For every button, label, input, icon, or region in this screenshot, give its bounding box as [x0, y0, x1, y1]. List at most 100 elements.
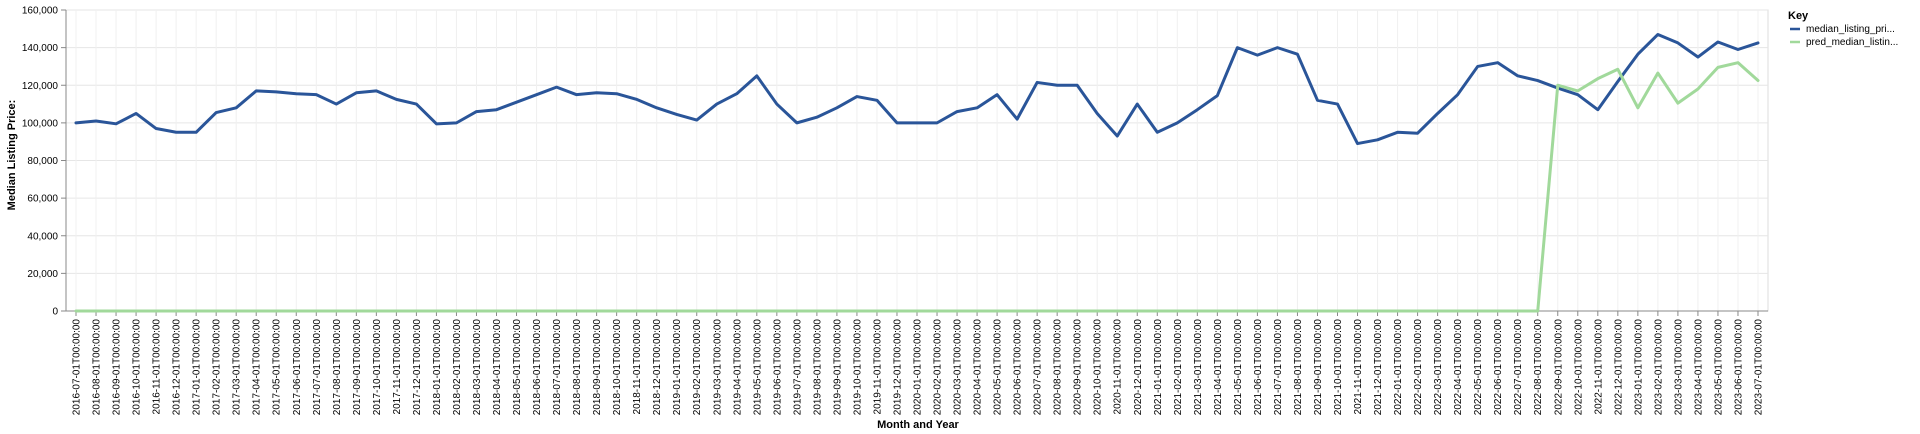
- x-tick-label: 2016-11-01T00:00:00: [152, 319, 163, 415]
- x-tick-label: 2019-12-01T00:00:00: [892, 319, 903, 416]
- x-tick-label: 2018-03-01T00:00:00: [472, 319, 483, 416]
- x-tick-label: 2020-06-01T00:00:00: [1013, 319, 1024, 416]
- x-tick-label: 2021-01-01T00:00:00: [1153, 319, 1164, 416]
- x-tick-label: 2016-09-01T00:00:00: [112, 319, 123, 416]
- x-tick-label: 2017-07-01T00:00:00: [312, 319, 323, 416]
- x-tick-label: 2018-07-01T00:00:00: [552, 319, 563, 416]
- x-tick-label: 2018-06-01T00:00:00: [532, 319, 543, 416]
- x-tick-label: 2018-08-01T00:00:00: [572, 319, 583, 416]
- x-tick-label: 2021-08-01T00:00:00: [1293, 319, 1304, 416]
- x-tick-label: 2023-06-01T00:00:00: [1733, 319, 1744, 416]
- x-tick-label: 2022-03-01T00:00:00: [1433, 319, 1444, 416]
- x-tick-label: 2021-11-01T00:00:00: [1353, 319, 1364, 415]
- x-tick-label: 2021-07-01T00:00:00: [1273, 319, 1284, 416]
- x-tick-label: 2022-07-01T00:00:00: [1513, 319, 1524, 416]
- y-tick-label: 120,000: [22, 81, 59, 92]
- x-tick-label: 2022-08-01T00:00:00: [1533, 319, 1544, 416]
- x-tick-label: 2019-10-01T00:00:00: [852, 319, 863, 416]
- y-axis: 0 20,000 40,000 60,000 80,000 100,000 120,000 1…: [22, 6, 67, 318]
- x-tick-label: 2019-01-01T00:00:00: [672, 319, 683, 416]
- x-tick-label: 2021-04-01T00:00:00: [1213, 319, 1224, 416]
- x-tick-label: 2016-12-01T00:00:00: [172, 319, 183, 416]
- x-tick-label: 2022-09-01T00:00:00: [1553, 319, 1564, 416]
- y-axis-title: Median Listing Price:: [6, 100, 18, 211]
- x-tick-label: 2023-01-01T00:00:00: [1633, 319, 1644, 416]
- x-tick-label: 2017-06-01T00:00:00: [292, 319, 303, 416]
- x-tick-label: 2017-02-01T00:00:00: [212, 319, 223, 416]
- x-tick-label: 2020-11-01T00:00:00: [1113, 319, 1124, 415]
- x-tick-label: 2019-02-01T00:00:00: [692, 319, 703, 416]
- x-tick-label: 2017-11-01T00:00:00: [392, 319, 403, 415]
- gridlines: [65, 9, 1769, 312]
- x-tick-label: 2020-03-01T00:00:00: [953, 319, 964, 416]
- x-tick-label: 2019-04-01T00:00:00: [732, 319, 743, 416]
- x-tick-label: 2019-11-01T00:00:00: [872, 319, 883, 415]
- x-tick-label: 2016-10-01T00:00:00: [132, 319, 143, 416]
- x-tick-label: 2021-12-01T00:00:00: [1373, 319, 1384, 416]
- x-tick-label: 2023-02-01T00:00:00: [1653, 319, 1664, 416]
- x-tick-label: 2018-01-01T00:00:00: [432, 319, 443, 416]
- x-tick-label: 2016-08-01T00:00:00: [92, 319, 103, 416]
- x-tick-label: 2020-04-01T00:00:00: [973, 319, 984, 416]
- y-tick-label: 60,000: [27, 194, 58, 205]
- legend-label: median_listing_pri...: [1806, 24, 1895, 35]
- x-tick-label: 2017-05-01T00:00:00: [272, 319, 283, 416]
- x-tick-label: 2020-01-01T00:00:00: [913, 319, 924, 416]
- x-tick-label: 2018-10-01T00:00:00: [612, 319, 623, 416]
- x-tick-label: 2021-06-01T00:00:00: [1253, 319, 1264, 416]
- x-tick-label: 2018-12-01T00:00:00: [652, 319, 663, 416]
- x-tick-label: 2017-03-01T00:00:00: [232, 319, 243, 416]
- x-tick-label: 2019-06-01T00:00:00: [772, 319, 783, 416]
- y-tick-label: 80,000: [27, 156, 58, 167]
- x-tick-label: 2022-02-01T00:00:00: [1413, 319, 1424, 416]
- x-tick-label: 2017-10-01T00:00:00: [372, 319, 383, 416]
- y-tick-label: 140,000: [22, 43, 59, 54]
- x-tick-label: 2021-05-01T00:00:00: [1233, 319, 1244, 416]
- x-tick-label: 2023-05-01T00:00:00: [1713, 319, 1724, 416]
- x-tick-label: 2020-12-01T00:00:00: [1133, 319, 1144, 416]
- x-tick-label: 2020-07-01T00:00:00: [1033, 319, 1044, 416]
- x-tick-label: 2016-07-01T00:00:00: [72, 319, 83, 416]
- x-tick-label: 2021-03-01T00:00:00: [1193, 319, 1204, 416]
- x-tick-label: 2020-10-01T00:00:00: [1093, 319, 1104, 416]
- y-tick-label: 0: [52, 307, 58, 318]
- x-tick-label: 2018-11-01T00:00:00: [632, 319, 643, 415]
- x-tick-label: 2017-09-01T00:00:00: [352, 319, 363, 416]
- series-lines: [74, 32, 1760, 313]
- x-tick-label: 2021-09-01T00:00:00: [1313, 319, 1324, 416]
- x-tick-label: 2018-02-01T00:00:00: [452, 319, 463, 416]
- y-tick-label: 100,000: [22, 118, 59, 129]
- x-tick-label: 2022-01-01T00:00:00: [1393, 319, 1404, 416]
- x-tick-label: 2019-05-01T00:00:00: [752, 319, 763, 416]
- y-tick-label: 160,000: [22, 6, 59, 17]
- x-tick-label: 2022-10-01T00:00:00: [1573, 319, 1584, 416]
- x-tick-label: 2019-09-01T00:00:00: [832, 319, 843, 416]
- x-tick-label: 2022-06-01T00:00:00: [1493, 319, 1504, 416]
- legend-title: Key: [1788, 10, 1809, 22]
- x-tick-label: 2019-03-01T00:00:00: [712, 319, 723, 416]
- x-tick-label: 2022-04-01T00:00:00: [1453, 319, 1464, 416]
- x-tick-label: 2020-09-01T00:00:00: [1073, 319, 1084, 416]
- series-line-2: [74, 61, 1760, 313]
- x-tick-label: 2018-04-01T00:00:00: [492, 319, 503, 416]
- x-tick-label: 2018-05-01T00:00:00: [512, 319, 523, 416]
- x-tick-label: 2020-08-01T00:00:00: [1053, 319, 1064, 416]
- legend-label: pred_median_listin...: [1806, 37, 1898, 48]
- x-tick-label: 2019-08-01T00:00:00: [812, 319, 823, 416]
- x-tick-label: 2023-04-01T00:00:00: [1693, 319, 1704, 416]
- legend: Key median_listing_pri... pred_median_lis…: [1788, 10, 1898, 48]
- x-tick-label: 2019-07-01T00:00:00: [792, 319, 803, 416]
- x-tick-label: 2017-12-01T00:00:00: [412, 319, 423, 416]
- y-tick-label: 40,000: [27, 231, 58, 242]
- x-tick-label: 2017-04-01T00:00:00: [252, 319, 263, 416]
- x-axis: 2016-07-01T00:00:00 2016-08-01T00:00:00 20…: [66, 310, 1768, 416]
- x-tick-label: 2021-10-01T00:00:00: [1333, 319, 1344, 416]
- x-tick-label: 2022-11-01T00:00:00: [1593, 319, 1604, 415]
- x-axis-title: Month and Year: [877, 419, 959, 431]
- x-tick-label: 2022-12-01T00:00:00: [1613, 319, 1624, 416]
- series-line-1: [74, 32, 1760, 146]
- x-tick-label: 2022-05-01T00:00:00: [1473, 319, 1484, 416]
- x-tick-label: 2020-05-01T00:00:00: [993, 319, 1004, 416]
- x-tick-label: 2018-09-01T00:00:00: [592, 319, 603, 416]
